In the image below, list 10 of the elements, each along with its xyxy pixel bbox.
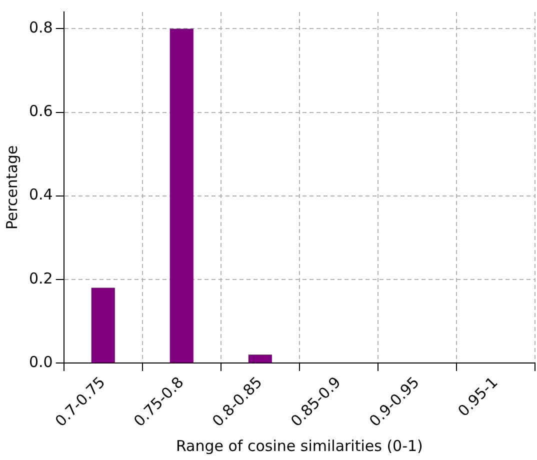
y-tick-label: 0.2 [28,269,53,288]
x-axis-title: Range of cosine similarities (0-1) [176,436,423,455]
y-tick-label: 0.6 [28,102,53,120]
bar [170,28,194,362]
bar [248,354,272,362]
y-tick-label: 0.8 [28,18,53,37]
y-axis-title: Percentage [2,145,21,230]
y-tick-label: 0.4 [28,186,53,204]
y-tick-label: 0.0 [28,352,53,371]
bar [91,288,115,362]
